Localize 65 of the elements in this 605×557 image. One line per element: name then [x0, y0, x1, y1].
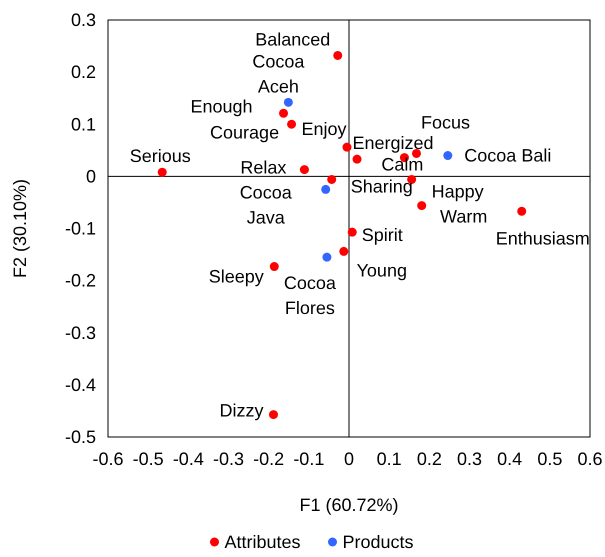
- point: [268, 410, 278, 420]
- point: [327, 175, 336, 184]
- y-tick-label: 0.1: [70, 114, 96, 134]
- point: [300, 165, 309, 174]
- y-tick-label: -0.1: [64, 218, 96, 238]
- point: [443, 151, 452, 160]
- annotation: Cocoa Aceh: [252, 51, 306, 96]
- y-tick-label: -0.2: [64, 270, 96, 291]
- annotation: Enthusiasm: [496, 228, 590, 248]
- annotation: Enjoy: [301, 119, 347, 140]
- y-tick-label: 0: [86, 166, 96, 186]
- point: [517, 206, 526, 216]
- x-tick-label: 0.2: [416, 449, 442, 469]
- x-tick-label: -0.4: [172, 449, 204, 469]
- x-tick-label: 0: [344, 449, 354, 469]
- x-tick-label: -0.6: [92, 449, 124, 469]
- annotation: Dizzy: [219, 400, 264, 421]
- point: [348, 228, 357, 237]
- annotation: Warm: [440, 206, 488, 227]
- x-tick-label: -0.2: [253, 449, 284, 469]
- annotation: Serious: [130, 146, 191, 166]
- annotation: Young: [356, 260, 407, 280]
- x-tick-label: 0.5: [537, 449, 562, 469]
- annotation: Balanced: [255, 29, 330, 50]
- annotation: Focus: [420, 112, 470, 132]
- legend-label: Products: [342, 532, 414, 552]
- y-tick-label: 0.3: [70, 10, 96, 30]
- y-tick-label: 0.2: [70, 62, 96, 82]
- annotation: Calm: [381, 154, 424, 175]
- point: [333, 50, 342, 60]
- legend-label: Attributes: [224, 532, 301, 552]
- y-tick-label: -0.3: [64, 322, 96, 343]
- x-tick-label: 0.4: [497, 449, 522, 469]
- annotation: Cocoa Flores: [284, 273, 337, 318]
- annotation: Spirit: [362, 225, 403, 246]
- point: [279, 108, 288, 118]
- annotation: Courage: [210, 122, 280, 142]
- y-tick-label: -0.5: [64, 427, 96, 447]
- point: [342, 142, 352, 152]
- y-axis-title: F2 (30.10%): [10, 178, 30, 278]
- annotation: Sleepy: [208, 266, 264, 287]
- annotation: Cocoa Java: [240, 182, 293, 228]
- point: [322, 252, 332, 262]
- point: [284, 98, 293, 107]
- point: [158, 168, 167, 177]
- point: [339, 246, 348, 256]
- x-tick-label: -0.3: [212, 449, 244, 469]
- x-tick-label: 0.1: [376, 449, 402, 469]
- annotation: Happy: [432, 182, 484, 202]
- x-tick-label: 0.6: [577, 449, 603, 469]
- point: [287, 120, 296, 129]
- y-tick-label: -0.4: [64, 374, 96, 395]
- point: [321, 184, 330, 194]
- x-tick-label: -0.5: [132, 449, 164, 469]
- point: [270, 262, 279, 272]
- annotation: Relax: [240, 158, 286, 178]
- annotation: Enough: [190, 96, 253, 116]
- x-tick-label: -0.1: [293, 449, 324, 469]
- point: [417, 201, 426, 210]
- point: [352, 154, 362, 164]
- annotation: Cocoa Bali: [464, 146, 552, 166]
- x-axis-title: F1 (60.72%): [299, 495, 399, 515]
- annotation: Energized: [352, 133, 434, 154]
- x-tick-label: 0.3: [456, 449, 482, 469]
- annotation: Sharing: [350, 176, 413, 197]
